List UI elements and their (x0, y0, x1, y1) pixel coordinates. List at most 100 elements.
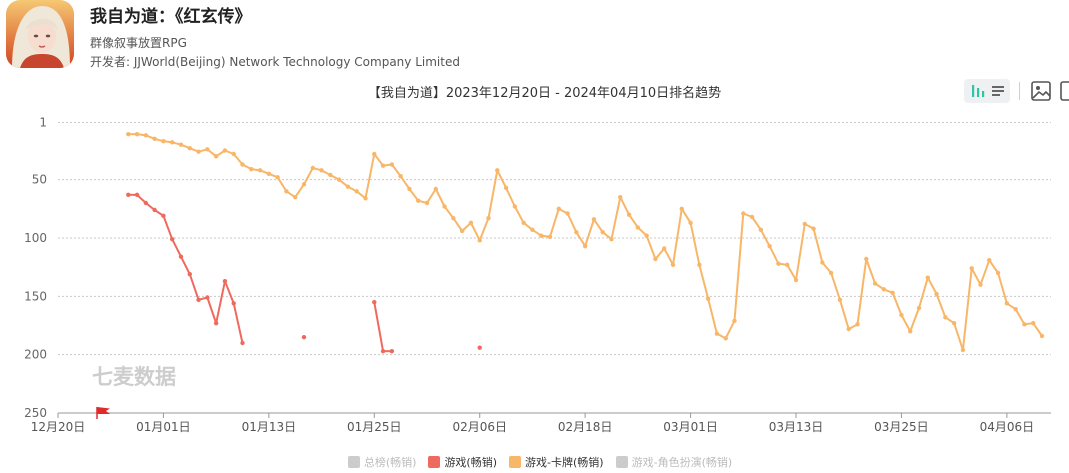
data-point[interactable] (187, 271, 192, 277)
data-point[interactable] (372, 151, 377, 157)
data-point[interactable] (899, 312, 904, 318)
data-point[interactable] (424, 200, 430, 206)
data-point[interactable] (477, 238, 482, 243)
data-point[interactable] (600, 229, 605, 235)
data-point[interactable] (143, 133, 149, 138)
data-point[interactable] (170, 236, 175, 242)
data-point[interactable] (451, 215, 456, 221)
data-point[interactable] (802, 221, 807, 227)
data-point[interactable] (565, 211, 570, 216)
data-point[interactable] (785, 262, 790, 268)
data-point[interactable] (486, 215, 491, 221)
data-point[interactable] (837, 297, 843, 303)
data-point[interactable] (662, 246, 667, 251)
data-point[interactable] (1039, 333, 1045, 339)
data-point[interactable] (187, 145, 192, 151)
data-point[interactable] (152, 136, 157, 142)
data-point[interactable] (143, 200, 149, 206)
data-point[interactable] (916, 305, 922, 311)
data-point[interactable] (213, 320, 219, 326)
data-point[interactable] (890, 290, 895, 296)
data-point[interactable] (231, 151, 236, 157)
data-point[interactable] (1031, 320, 1036, 326)
data-point[interactable] (960, 347, 966, 353)
data-point[interactable] (811, 226, 816, 231)
data-point[interactable] (407, 186, 412, 192)
data-point[interactable] (855, 322, 860, 327)
data-point[interactable] (389, 162, 395, 167)
data-point[interactable] (134, 192, 140, 198)
data-point[interactable] (626, 212, 632, 217)
data-point[interactable] (987, 257, 992, 263)
data-point[interactable] (205, 147, 210, 152)
data-point[interactable] (161, 138, 166, 144)
data-point[interactable] (354, 189, 359, 194)
data-point[interactable] (293, 194, 298, 200)
data-point[interactable] (1004, 301, 1010, 306)
list-icon[interactable] (989, 82, 1007, 104)
legend-item[interactable]: 游戏-卡牌(畅销) (509, 454, 604, 470)
data-point[interactable] (574, 229, 579, 235)
data-point[interactable] (776, 261, 781, 266)
data-point[interactable] (978, 282, 983, 287)
data-point[interactable] (442, 204, 447, 209)
data-point[interactable] (336, 177, 342, 182)
data-point[interactable] (908, 329, 913, 334)
data-point[interactable] (697, 262, 702, 268)
data-point[interactable] (723, 336, 728, 341)
data-point[interactable] (310, 165, 315, 171)
data-point[interactable] (231, 301, 236, 306)
data-point[interactable] (301, 182, 307, 187)
legend-item[interactable]: 游戏-角色扮演(畅销) (615, 454, 732, 470)
data-point[interactable] (943, 315, 948, 320)
data-point[interactable] (749, 214, 755, 220)
data-point[interactable] (530, 227, 535, 233)
data-point[interactable] (319, 168, 324, 173)
data-point[interactable] (249, 166, 254, 172)
bar-chart-icon[interactable] (969, 82, 987, 104)
data-point[interactable] (688, 220, 693, 226)
data-point[interactable] (266, 171, 272, 177)
data-point[interactable] (925, 275, 930, 280)
data-point[interactable] (767, 243, 772, 249)
data-point[interactable] (213, 154, 219, 159)
data-point[interactable] (793, 277, 799, 283)
data-point[interactable] (635, 225, 641, 230)
data-point[interactable] (547, 234, 553, 240)
data-point[interactable] (433, 186, 438, 192)
data-point[interactable] (363, 196, 368, 201)
data-point[interactable] (222, 148, 228, 153)
data-point[interactable] (372, 299, 377, 305)
data-point[interactable] (477, 345, 482, 350)
data-point[interactable] (196, 149, 201, 154)
data-point[interactable] (380, 163, 386, 168)
data-point[interactable] (670, 262, 676, 268)
data-point[interactable] (1013, 306, 1018, 312)
image-icon[interactable] (1030, 80, 1052, 106)
data-point[interactable] (864, 256, 869, 262)
data-point[interactable] (284, 189, 289, 194)
data-point[interactable] (741, 211, 746, 216)
data-point[interactable] (161, 213, 166, 219)
data-point[interactable] (495, 168, 500, 173)
data-point[interactable] (539, 233, 544, 238)
data-point[interactable] (389, 348, 395, 354)
copy-icon[interactable] (1059, 80, 1069, 106)
data-point[interactable] (301, 334, 307, 340)
data-point[interactable] (468, 220, 474, 226)
data-point[interactable] (618, 194, 623, 200)
data-point[interactable] (934, 291, 939, 297)
data-point[interactable] (732, 318, 737, 324)
data-point[interactable] (126, 131, 131, 137)
data-point[interactable] (828, 270, 834, 276)
data-point[interactable] (1022, 322, 1027, 327)
data-point[interactable] (503, 185, 509, 191)
data-point[interactable] (872, 281, 878, 286)
data-point[interactable] (521, 220, 526, 226)
data-point[interactable] (512, 204, 518, 209)
data-point[interactable] (152, 207, 157, 213)
data-point[interactable] (126, 192, 131, 198)
data-point[interactable] (275, 175, 280, 180)
data-point[interactable] (951, 320, 957, 326)
data-point[interactable] (714, 331, 720, 336)
